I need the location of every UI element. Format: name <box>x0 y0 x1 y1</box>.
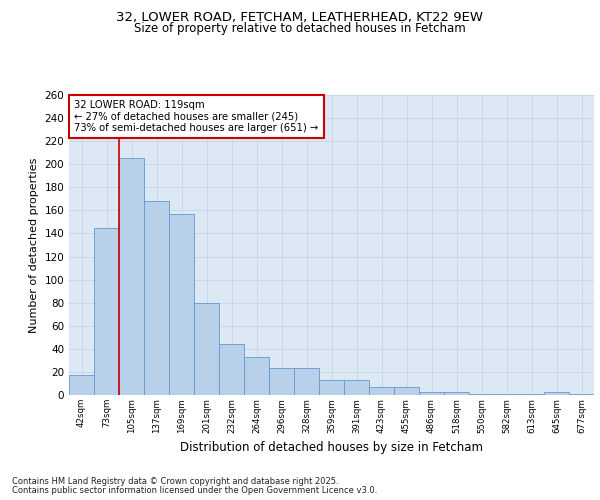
Bar <box>144 201 169 395</box>
Text: 32, LOWER ROAD, FETCHAM, LEATHERHEAD, KT22 9EW: 32, LOWER ROAD, FETCHAM, LEATHERHEAD, KT… <box>116 11 484 24</box>
Bar <box>394 387 419 395</box>
Text: Contains HM Land Registry data © Crown copyright and database right 2025.: Contains HM Land Registry data © Crown c… <box>12 477 338 486</box>
Bar <box>294 368 319 395</box>
Bar <box>544 392 569 395</box>
Y-axis label: Number of detached properties: Number of detached properties <box>29 158 39 332</box>
Bar <box>119 158 144 395</box>
Bar <box>194 302 219 395</box>
Bar <box>494 394 519 395</box>
Text: Contains public sector information licensed under the Open Government Licence v3: Contains public sector information licen… <box>12 486 377 495</box>
Bar <box>569 394 594 395</box>
Bar <box>269 368 294 395</box>
Bar <box>369 387 394 395</box>
Bar <box>444 392 469 395</box>
Bar <box>169 214 194 395</box>
Bar <box>219 344 244 395</box>
Bar <box>319 380 344 395</box>
X-axis label: Distribution of detached houses by size in Fetcham: Distribution of detached houses by size … <box>180 441 483 454</box>
Bar <box>244 357 269 395</box>
Bar <box>519 394 544 395</box>
Bar <box>419 392 444 395</box>
Bar <box>94 228 119 395</box>
Text: 32 LOWER ROAD: 119sqm
← 27% of detached houses are smaller (245)
73% of semi-det: 32 LOWER ROAD: 119sqm ← 27% of detached … <box>74 100 319 132</box>
Bar <box>344 380 369 395</box>
Bar <box>69 376 94 395</box>
Bar <box>469 394 494 395</box>
Text: Size of property relative to detached houses in Fetcham: Size of property relative to detached ho… <box>134 22 466 35</box>
